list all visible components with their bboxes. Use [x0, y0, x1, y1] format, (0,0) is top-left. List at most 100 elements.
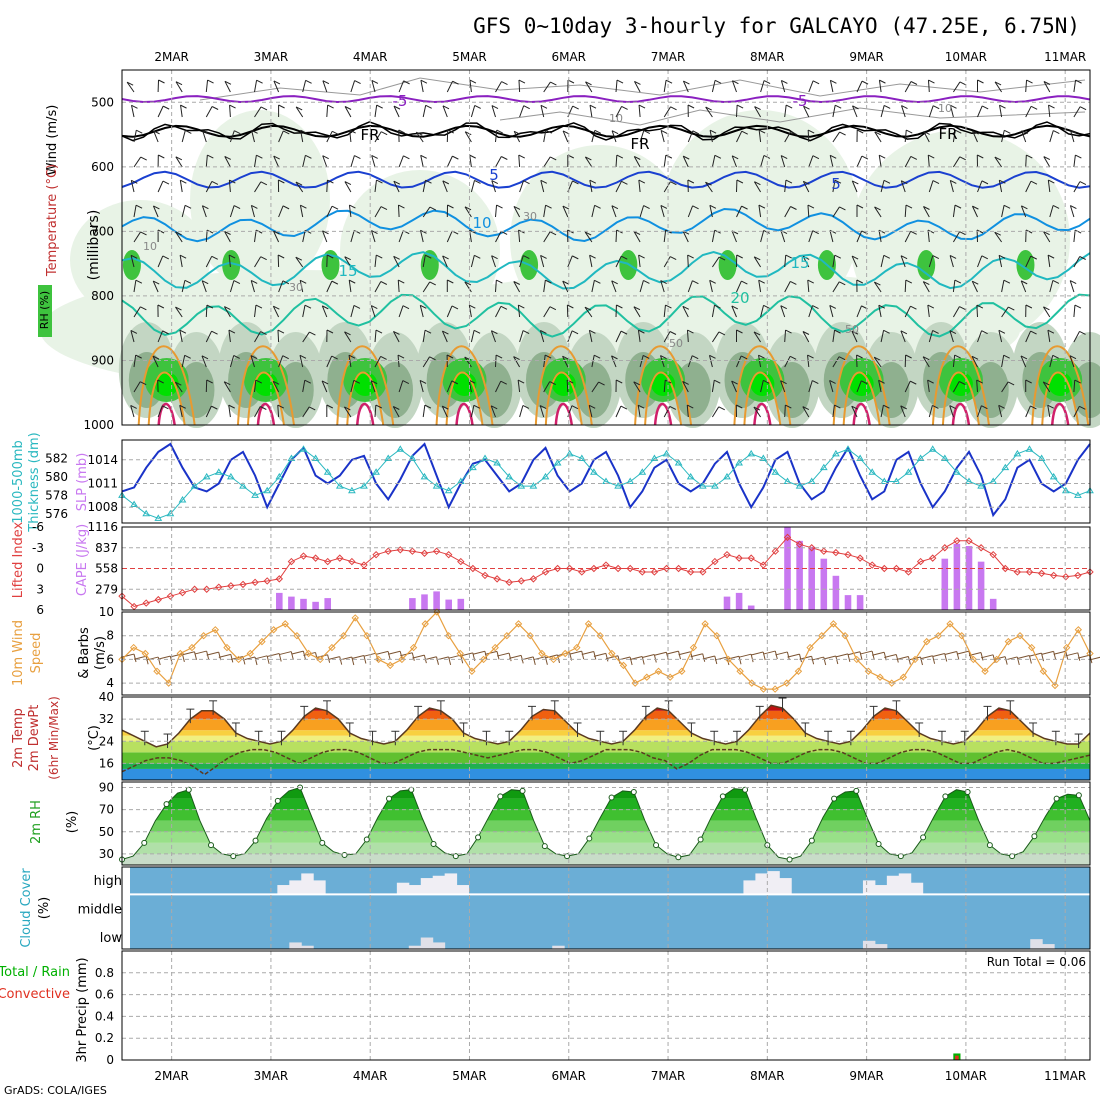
temp-tick-label: 16 [99, 756, 114, 770]
rh2m-marker [1075, 792, 1082, 799]
wind-speed-marker [561, 649, 569, 658]
wind-barb-flag [1021, 205, 1028, 210]
wind-speed-marker [771, 685, 779, 693]
wind-barb-flag [665, 154, 673, 159]
wind-barb [343, 406, 352, 418]
wind-barb [588, 405, 593, 418]
wind-barb [731, 155, 737, 168]
wind-barb-flag [416, 131, 423, 136]
wind-barb-flag [741, 280, 748, 285]
wind-barb-flag [732, 80, 739, 85]
wind-barb [543, 205, 547, 218]
wind-barb-flag [709, 129, 717, 134]
wind-barb-flag [309, 406, 316, 411]
wind-barb [179, 255, 183, 268]
wind-barb [589, 255, 593, 268]
cape-bar [445, 599, 452, 610]
wind-speed-marker [643, 673, 651, 681]
surface-wind-barb-flag [859, 651, 863, 660]
wind-barb-flag [255, 229, 263, 234]
wind-barb-flag [403, 80, 410, 85]
cape-bar [796, 540, 803, 610]
lifted-index-line [121, 536, 1091, 608]
lifted-index-marker [904, 568, 913, 576]
temp-band [122, 741, 1090, 753]
wind-barb-flag [403, 155, 410, 160]
wind-barb [326, 179, 328, 193]
wind-barb-flag [714, 154, 722, 159]
wind-barb [928, 180, 934, 193]
wind-barb-flag [451, 380, 459, 385]
warm-contour [743, 371, 782, 426]
rh-legend-swatch [38, 285, 52, 337]
wind-barb [272, 305, 280, 318]
wind-barb-flag [545, 204, 552, 209]
wind-barb [736, 280, 742, 293]
wind-barb [322, 230, 328, 243]
wind-barb-flag [972, 205, 979, 210]
top-date-label: 10MAR [945, 50, 987, 64]
wind-barb-flag [380, 355, 387, 360]
rh2m-marker [252, 837, 259, 844]
wind-barb [348, 205, 352, 218]
wind-barb-flag [429, 356, 436, 361]
surface-wind-barb-flag [387, 651, 391, 660]
wind-barb-flag [500, 305, 508, 310]
high-cloud-block [898, 873, 912, 895]
surface-wind-barb [920, 655, 933, 660]
wind-speed-marker [783, 679, 791, 687]
lifted-index-marker [348, 557, 356, 566]
lifted-index-marker [711, 557, 719, 566]
wind-barb [754, 106, 762, 118]
wind-barb [543, 156, 551, 168]
wind-barb-flag [683, 80, 690, 85]
wind-barb-flag [807, 354, 814, 359]
wind-barb [543, 130, 547, 143]
wind-speed-marker [992, 655, 1001, 664]
precip-tick-label: 0.8 [95, 966, 114, 980]
wind-barb [273, 80, 280, 93]
bottom-date-label: 6MAR [551, 1069, 586, 1083]
thickness-marker [408, 454, 417, 461]
high-cloud-block [444, 873, 458, 895]
wind-barb [130, 330, 135, 343]
wind-barb [344, 331, 352, 343]
wind-barb [344, 256, 352, 268]
wind-barb [133, 156, 142, 168]
surface-wind-barb [630, 656, 643, 660]
wind-barb [705, 181, 713, 193]
wind-barb-flag [349, 204, 356, 209]
wind-barb-flag [256, 154, 263, 159]
surface-wind-barb [448, 654, 461, 659]
wind-barb [760, 80, 765, 93]
high-cloud-block [874, 885, 888, 895]
wind-barb-flag [184, 354, 191, 359]
wind-barb-flag [954, 354, 961, 359]
wind-barb-flag [224, 80, 232, 85]
wind-barb [205, 80, 209, 93]
wind-barb-flag [380, 206, 388, 211]
wind-barb [994, 231, 1003, 243]
wind-barb [278, 355, 284, 368]
rh-band [122, 842, 1090, 854]
wind-barb [175, 306, 183, 318]
wind-speed-marker [293, 632, 301, 640]
rh-contour-line [199, 77, 1086, 101]
wind-barb-flag [785, 104, 793, 109]
wind-speed-marker [503, 632, 511, 640]
wind-barb [663, 406, 671, 418]
wind-barb-flag [326, 329, 334, 334]
wind-barb [300, 130, 304, 143]
wind-barb [398, 380, 404, 393]
thickness-marker [287, 454, 296, 461]
wind-barb-flag [513, 130, 521, 135]
wind-barb [133, 355, 137, 368]
wind-barb [731, 305, 737, 318]
surface-wind-barb-flag [157, 656, 161, 666]
wind-barb [495, 81, 502, 93]
grads-credit: GrADS: COLA/IGES [4, 1084, 107, 1097]
wind-barb [971, 205, 978, 218]
wind-barb [1049, 280, 1054, 293]
wind-barb [1042, 381, 1051, 393]
wind-barb-flag [425, 104, 432, 109]
